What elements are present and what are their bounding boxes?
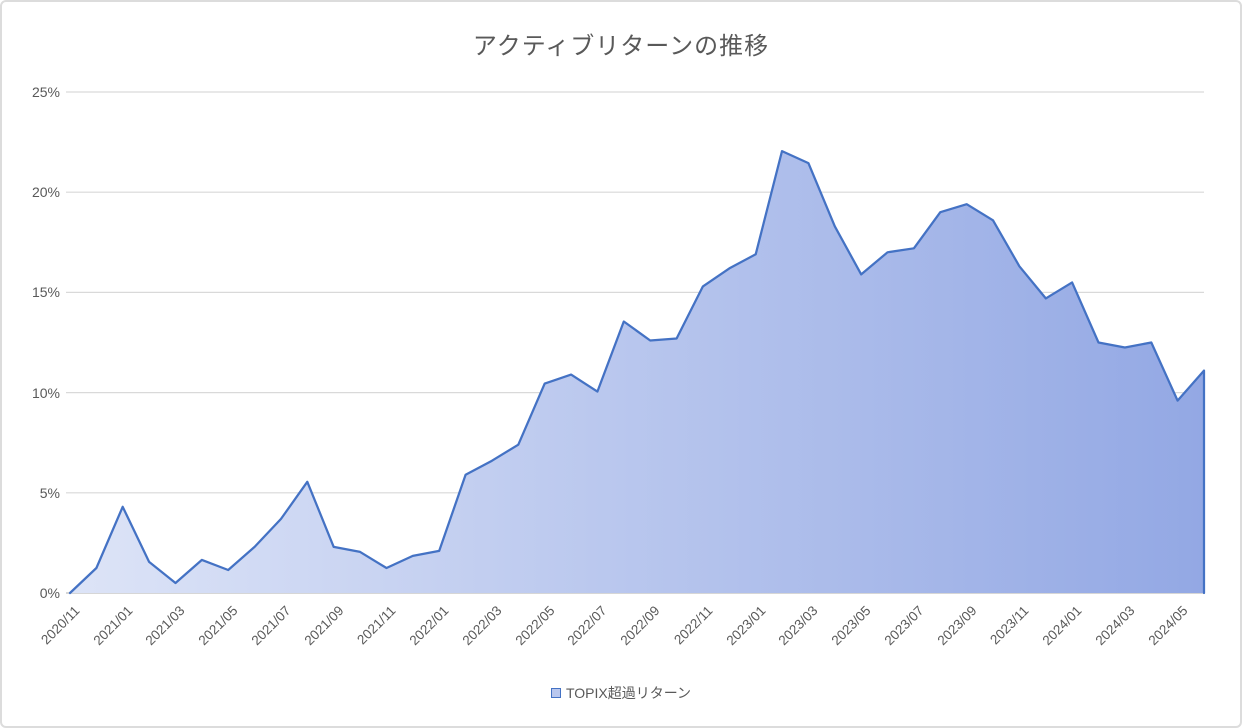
chart-title: アクティブリターンの推移: [472, 33, 770, 60]
y-tick-label-15: 15%: [31, 284, 60, 301]
series-line: [68, 149, 1206, 595]
y-tick-label-5: 5%: [39, 484, 60, 501]
y-tick-label-20: 20%: [31, 184, 60, 201]
legend-swatch-icon: [550, 688, 561, 698]
legend-series-label: TOPIX超過リターン: [565, 685, 692, 701]
y-tick-label-25: 25%: [31, 84, 60, 100]
y-tick-label-10: 10%: [31, 384, 60, 401]
series-area-fill: [70, 151, 1204, 593]
legend: TOPIX超過リターン: [2, 683, 1240, 703]
y-tick-label-0: 0%: [39, 585, 60, 601]
